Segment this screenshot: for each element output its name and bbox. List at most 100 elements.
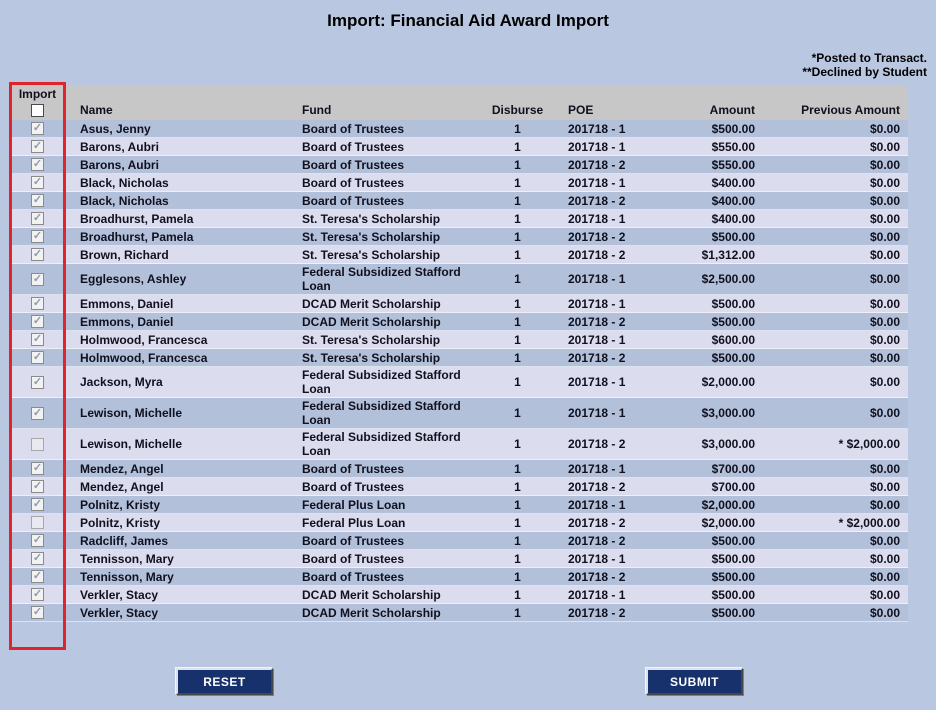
row-import-checkbox[interactable] [31,588,44,601]
row-fund: Board of Trustees [302,479,405,494]
row-poe: 201718 - 2 [568,193,626,208]
row-poe: 201718 - 1 [568,121,626,136]
footnote-posted: *Posted to Transact. [811,51,927,65]
row-name: Mendez, Angel [80,479,164,494]
row-import-cell [12,272,63,286]
table-row: Polnitz, Kristy Federal Plus Loan 1 2017… [12,514,908,532]
row-import-checkbox[interactable] [31,351,44,364]
row-import-checkbox[interactable] [31,498,44,511]
row-disburse: 1 [514,175,521,190]
row-disburse: 1 [514,479,521,494]
row-previous-amount: $0.00 [869,211,900,226]
row-disburse: 1 [514,247,521,262]
table-row: Lewison, Michelle Federal Subsidized Sta… [12,398,908,429]
row-amount: $500.00 [711,605,755,620]
row-import-cell [12,351,63,364]
row-name: Tennisson, Mary [80,569,174,584]
row-import-checkbox[interactable] [31,248,44,261]
row-fund: St. Teresa's Scholarship [302,247,441,262]
reset-button[interactable]: RESET [176,668,273,695]
row-poe: 201718 - 2 [568,479,626,494]
row-disburse: 1 [514,350,521,365]
row-import-checkbox[interactable] [31,333,44,346]
row-import-checkbox [31,437,44,451]
row-import-checkbox[interactable] [31,158,44,171]
table-row: Egglesons, Ashley Federal Subsidized Sta… [12,264,908,295]
table-row: Asus, Jenny Board of Trustees 1 201718 -… [12,120,908,138]
row-name: Polnitz, Kristy [80,497,161,512]
row-import-checkbox[interactable] [31,552,44,565]
row-name: Verkler, Stacy [80,605,159,620]
row-poe: 201718 - 1 [568,272,626,286]
row-import-cell [12,248,63,261]
row-previous-amount: * $2,000.00 [838,515,900,530]
row-poe: 201718 - 2 [568,437,626,451]
row-disburse: 1 [514,375,521,389]
row-import-checkbox[interactable] [31,176,44,189]
row-amount: $1,312.00 [701,247,755,262]
row-name: Black, Nicholas [80,193,169,208]
row-import-checkbox[interactable] [31,315,44,328]
row-name: Polnitz, Kristy [80,515,161,530]
row-fund: St. Teresa's Scholarship [302,350,441,365]
row-amount: $2,000.00 [701,515,755,530]
row-name: Mendez, Angel [80,461,164,476]
row-disburse: 1 [514,497,521,512]
row-poe: 201718 - 1 [568,175,626,190]
row-import-cell [12,194,63,207]
row-import-cell [12,534,63,547]
row-amount: $550.00 [711,157,755,172]
row-poe: 201718 - 2 [568,569,626,584]
row-disburse: 1 [514,461,521,476]
select-all-checkbox[interactable] [31,104,44,117]
row-amount: $500.00 [711,569,755,584]
row-previous-amount: $0.00 [869,533,900,548]
row-previous-amount: $0.00 [869,157,900,172]
row-fund: DCAD Merit Scholarship [302,314,441,329]
row-import-checkbox[interactable] [31,194,44,207]
row-poe: 201718 - 1 [568,551,626,566]
row-import-checkbox[interactable] [31,534,44,547]
row-import-checkbox[interactable] [31,272,44,286]
header-disburse: Disburse [491,103,544,117]
row-poe: 201718 - 1 [568,211,626,226]
row-import-cell [12,437,63,451]
row-import-checkbox[interactable] [31,480,44,493]
row-import-checkbox[interactable] [31,462,44,475]
row-import-checkbox[interactable] [31,375,44,389]
row-import-cell [12,375,63,389]
row-name: Radcliff, James [80,533,169,548]
row-poe: 201718 - 1 [568,461,626,476]
row-import-checkbox[interactable] [31,230,44,243]
row-import-cell [12,570,63,583]
row-amount: $500.00 [711,533,755,548]
row-poe: 201718 - 1 [568,587,626,602]
header-import: Import [12,87,63,117]
row-import-cell [12,176,63,189]
table-row: Lewison, Michelle Federal Subsidized Sta… [12,429,908,460]
row-import-checkbox[interactable] [31,122,44,135]
row-import-checkbox[interactable] [31,140,44,153]
table-row: Barons, Aubri Board of Trustees 1 201718… [12,156,908,174]
row-previous-amount: $0.00 [869,229,900,244]
row-import-cell [12,297,63,310]
row-poe: 201718 - 2 [568,157,626,172]
row-previous-amount: $0.00 [869,272,900,286]
row-import-checkbox[interactable] [31,606,44,619]
table-header-row: Import Name Fund Disburse POE Amount Pre… [12,85,908,120]
table-body: Asus, Jenny Board of Trustees 1 201718 -… [12,120,908,622]
submit-button[interactable]: SUBMIT [646,668,743,695]
row-import-checkbox[interactable] [31,297,44,310]
table-row: Broadhurst, Pamela St. Teresa's Scholars… [12,228,908,246]
row-import-checkbox[interactable] [31,570,44,583]
table-row: Brown, Richard St. Teresa's Scholarship … [12,246,908,264]
row-name: Black, Nicholas [80,175,169,190]
row-name: Emmons, Daniel [80,296,174,311]
row-amount: $600.00 [711,332,755,347]
row-fund: DCAD Merit Scholarship [302,605,441,620]
row-import-checkbox[interactable] [31,406,44,420]
row-previous-amount: $0.00 [869,587,900,602]
row-import-checkbox[interactable] [31,212,44,225]
table-row: Holmwood, Francesca St. Teresa's Scholar… [12,349,908,367]
